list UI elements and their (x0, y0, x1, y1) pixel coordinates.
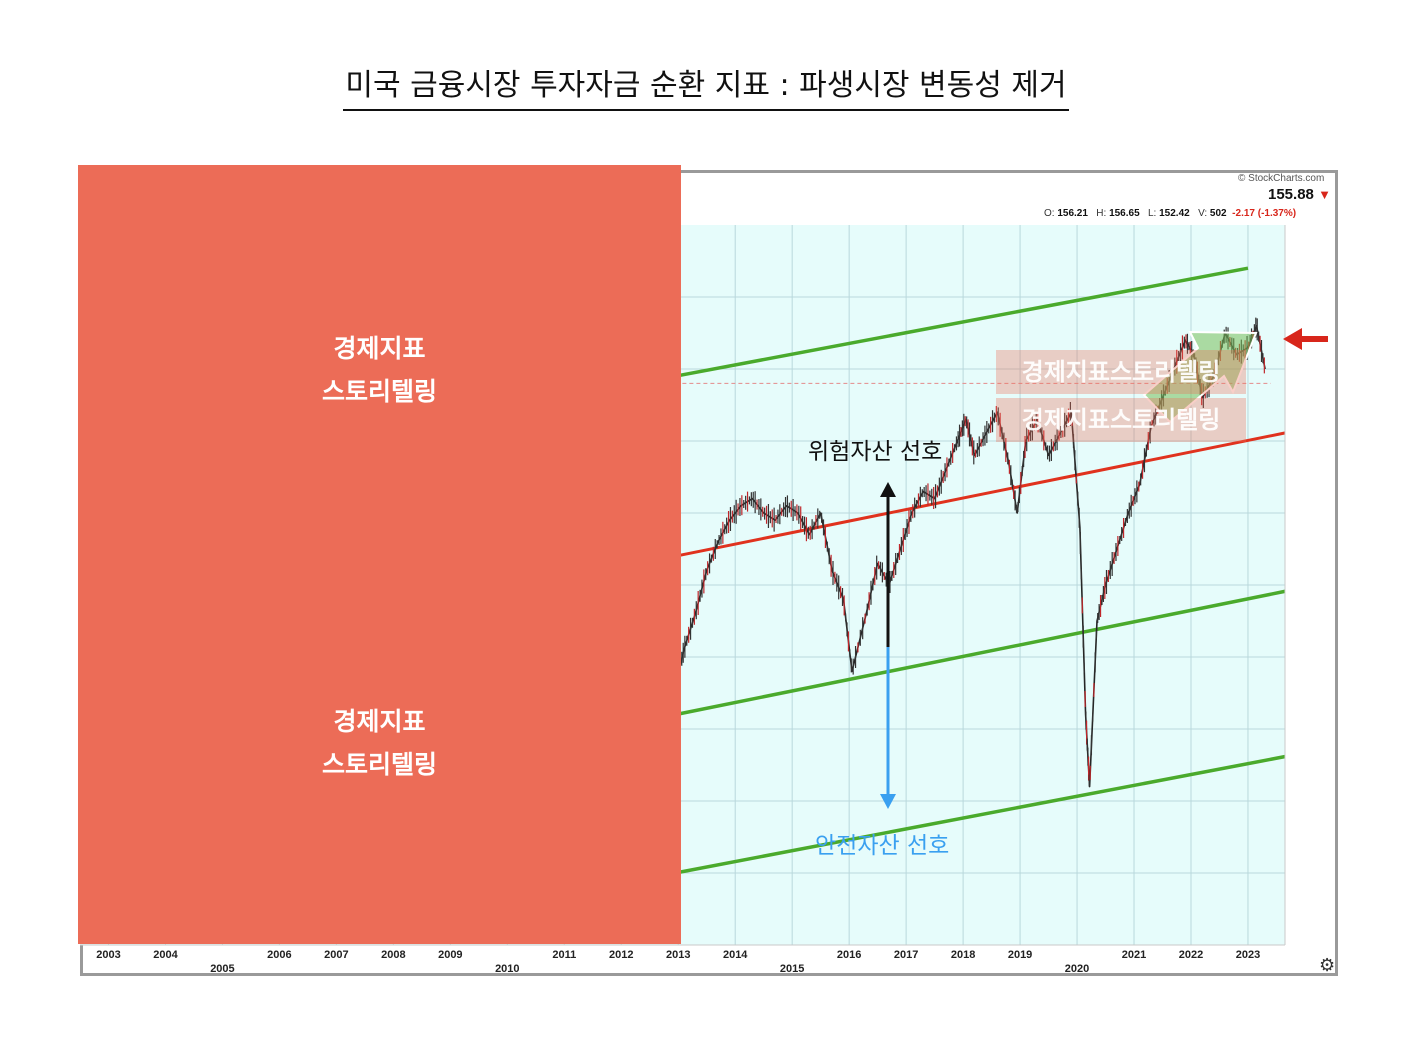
cover-block: 경제지표 스토리텔링 경제지표 스토리텔링 (78, 165, 681, 944)
x-tick-label: 2019 (1008, 949, 1032, 961)
open-value: 156.21 (1057, 208, 1088, 219)
x-tick-label: 2012 (609, 949, 633, 961)
page-title: 미국 금융시장 투자자금 순환 지표 : 파생시장 변동성 제거 (0, 60, 1412, 111)
last-price-value: 155.88 (1268, 186, 1314, 203)
risk-on-arrow-icon (880, 482, 896, 497)
cover-label-bottom: 경제지표 스토리텔링 (78, 700, 681, 786)
gear-icon[interactable]: ⚙ (1319, 955, 1336, 976)
x-tick-label: 2005 (210, 963, 234, 975)
x-tick-label: 2017 (894, 949, 918, 961)
low-value: 152.42 (1159, 208, 1190, 219)
x-tick-label: 2008 (381, 949, 405, 961)
open-label: O: (1044, 208, 1055, 219)
risk-on-label: 위험자산 선호 (808, 439, 943, 465)
price-layer (674, 317, 1266, 788)
down-arrow-icon: ▼ (1318, 187, 1331, 202)
cover-label-top: 경제지표 스토리텔링 (78, 327, 681, 413)
low-label: L: (1148, 208, 1157, 219)
watermark-label-2: 경제지표스토리텔링 (996, 398, 1246, 442)
chart-credit: © StockCharts.com (1238, 173, 1325, 184)
x-tick-label: 2021 (1122, 949, 1146, 961)
x-tick-label: 2016 (837, 949, 861, 961)
channel-layer (675, 266, 1285, 875)
change-value: -2.17 (-1.37%) (1232, 208, 1297, 219)
cover-bottom-line2: 스토리텔링 (321, 750, 437, 779)
channel-line (675, 589, 1285, 717)
x-tick-label: 2007 (324, 949, 348, 961)
risk-off-arrow-icon (880, 794, 896, 809)
ohlc-row: O: 156.21 H: 156.65 L: 152.42 V: 502 -2.… (1044, 208, 1296, 219)
x-tick-label: 2023 (1236, 949, 1260, 961)
watermark-label-1: 경제지표스토리텔링 (996, 350, 1246, 394)
left-arrow-icon (1283, 328, 1302, 350)
x-tick-label: 2014 (723, 949, 748, 961)
high-value: 156.65 (1109, 208, 1140, 219)
channel-line (675, 266, 1249, 378)
volume-value: 502 (1209, 208, 1227, 219)
x-tick-label: 2018 (951, 949, 975, 961)
x-tick-label: 2009 (438, 949, 462, 961)
x-tick-label: 2011 (552, 949, 576, 961)
x-tick-label: 2013 (666, 949, 690, 961)
channel-line (675, 754, 1285, 875)
cover-top-line1: 경제지표 (333, 334, 426, 363)
risk-off-label: 안전자산 선호 (815, 833, 950, 859)
x-tick-label: 2003 (96, 949, 120, 961)
x-axis: 2003 2004 2005 2006 2007 2008 2009 2010 2011 2012… (96, 949, 1260, 975)
cover-bottom-line1: 경제지표 (333, 707, 426, 736)
x-tick-label: 2010 (495, 963, 519, 975)
arrow-layer (880, 328, 1328, 809)
trend-line (675, 431, 1285, 558)
highlight-arrow-icon (1142, 330, 1258, 424)
x-tick-label: 2022 (1179, 949, 1203, 961)
x-tick-label: 2004 (153, 949, 178, 961)
x-tick-label: 2006 (267, 949, 291, 961)
high-label: H: (1096, 208, 1107, 219)
page-title-text: 미국 금융시장 투자자금 순환 지표 : 파생시장 변동성 제거 (343, 68, 1069, 111)
x-tick-label: 2020 (1065, 963, 1089, 975)
last-price: 155.88 ▼ (1268, 186, 1331, 203)
volume-label: V: (1198, 208, 1208, 219)
cover-top-line2: 스토리텔링 (321, 377, 437, 406)
x-tick-label: 2015 (780, 963, 804, 975)
